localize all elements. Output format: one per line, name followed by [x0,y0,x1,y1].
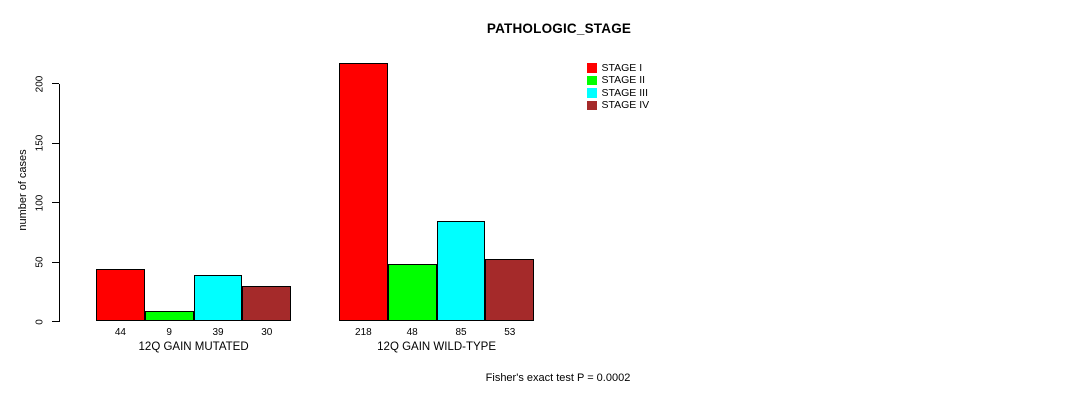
y-axis-tick [52,202,59,204]
bar-value-label: 48 [406,326,418,338]
bar-stage-iii [436,220,486,322]
y-axis-line [59,83,60,323]
bar-value-label: 9 [166,326,172,338]
legend-label: STAGE I [601,61,643,74]
y-axis-tick [52,142,59,144]
legend: STAGE I STAGE II STAGE III STAGE IV [587,62,649,112]
legend-label: STAGE III [601,86,648,99]
bar-stage-iv [485,258,535,322]
bar-stage-i [96,269,145,322]
bar-value-label: 30 [261,326,273,338]
bar-stage-iv [242,285,292,322]
legend-swatch-stage-iv [587,100,597,111]
y-tick-label: 0 [34,318,46,325]
bar-value-label: 39 [212,326,224,338]
legend-item: STAGE III [587,87,649,99]
y-tick-label: 150 [34,134,46,152]
legend-swatch-stage-iii [587,88,597,98]
bar-value-label: 44 [114,326,126,338]
legend-item: STAGE I [587,62,649,74]
legend-label: STAGE IV [601,99,650,112]
bar-stage-iii [193,275,243,322]
bar-stage-i [339,62,388,322]
bar-stage-ii [144,310,194,322]
bar-stage-ii [387,264,437,322]
x-category-label: 12Q GAIN WILD-TYPE [377,340,497,353]
bar-value-label: 53 [504,326,516,338]
legend-swatch-stage-i [587,63,597,73]
bar-value-label: 85 [455,326,467,338]
annotation-text: Fisher's exact test P = 0.0002 [485,372,631,384]
legend-label: STAGE II [601,74,646,87]
legend-swatch-stage-ii [587,75,597,86]
y-tick-label: 200 [34,75,46,93]
y-axis-tick [52,83,59,85]
legend-item: STAGE II [587,74,649,86]
chart-title: PATHOLOGIC_STAGE [486,21,632,36]
legend-item: STAGE IV [587,99,649,111]
bar-value-label: 218 [355,326,372,338]
y-tick-label: 100 [34,194,46,212]
y-tick-label: 50 [34,256,46,268]
y-axis-tick [52,261,59,263]
y-axis-tick [52,321,59,322]
x-category-label: 12Q GAIN MUTATED [138,340,249,353]
